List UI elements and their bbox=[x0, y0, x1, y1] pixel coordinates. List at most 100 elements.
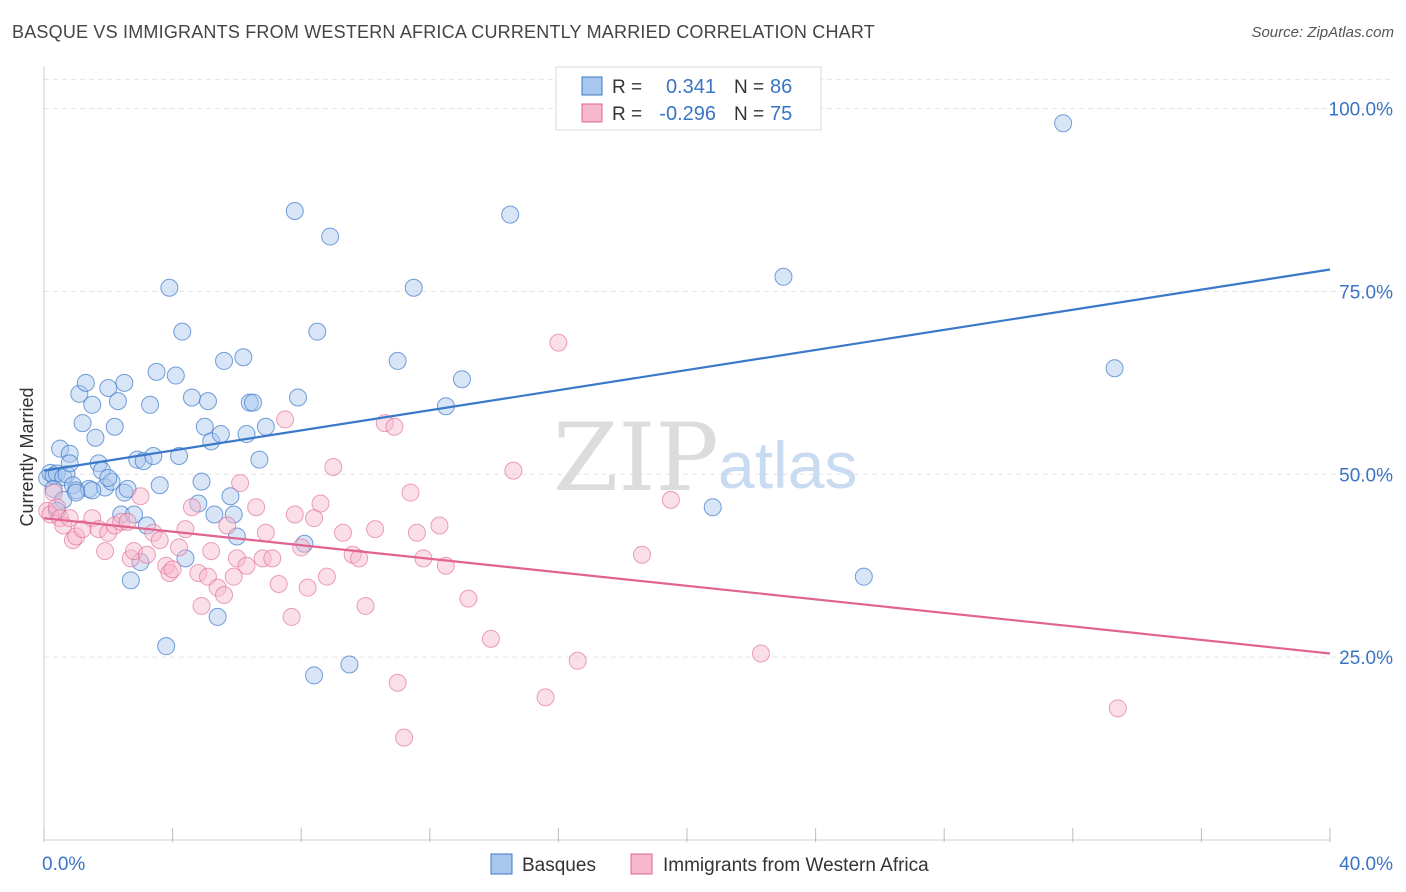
western-africa-trend-line bbox=[43, 517, 1331, 655]
basques-point bbox=[141, 395, 160, 414]
basques-point bbox=[234, 348, 253, 367]
basques-point bbox=[1105, 359, 1124, 378]
western-africa-point bbox=[549, 333, 568, 352]
western-africa-point bbox=[350, 549, 369, 568]
western-africa-point bbox=[632, 545, 651, 564]
series-legend: Basques Immigrants from Western Africa bbox=[490, 853, 929, 876]
basques-point bbox=[99, 468, 118, 487]
western-africa-point bbox=[160, 564, 179, 583]
western-africa-point bbox=[176, 520, 195, 539]
y-tick-label: 75.0% bbox=[1339, 282, 1393, 303]
r-label-basques: R = bbox=[612, 77, 642, 98]
western-africa-point bbox=[395, 728, 414, 747]
basques-point bbox=[305, 666, 324, 685]
stats-legend: R = 0.341 N = 86 R = -0.296 N = 75 bbox=[555, 66, 822, 131]
western-africa-point bbox=[208, 578, 227, 597]
watermark-atlas: atlas bbox=[718, 428, 857, 502]
western-africa-point bbox=[131, 487, 150, 506]
western-africa-point bbox=[292, 538, 311, 557]
western-africa-point bbox=[263, 549, 282, 568]
western-africa-point bbox=[237, 556, 256, 575]
western-africa-point bbox=[247, 498, 266, 517]
basques-point bbox=[105, 417, 124, 436]
basques-point bbox=[166, 366, 185, 385]
bottom-legend-swatch-western-africa bbox=[630, 853, 653, 875]
basques-point bbox=[501, 205, 520, 224]
basques-point bbox=[170, 447, 189, 465]
western-africa-point bbox=[317, 567, 336, 586]
basques-point bbox=[144, 447, 163, 465]
western-africa-point bbox=[215, 585, 234, 604]
basques-point bbox=[112, 505, 131, 524]
x-tick-label-min: 0.0% bbox=[42, 854, 85, 875]
western-africa-point bbox=[388, 673, 407, 692]
basques-point bbox=[83, 395, 102, 414]
western-africa-point bbox=[227, 549, 246, 568]
western-africa-point bbox=[256, 523, 275, 542]
basques-point bbox=[83, 481, 102, 500]
basques-point bbox=[215, 351, 234, 370]
basques-point bbox=[173, 322, 192, 341]
bottom-legend-label-western-africa: Immigrants from Western Africa bbox=[663, 855, 929, 876]
western-africa-point bbox=[430, 516, 449, 535]
basques-point bbox=[121, 571, 140, 590]
basques-point bbox=[160, 278, 179, 297]
basques-point bbox=[224, 505, 243, 524]
basques-point bbox=[221, 487, 240, 506]
western-africa-point bbox=[401, 483, 420, 502]
basques-point bbox=[250, 450, 269, 469]
n-value-western-africa: 75 bbox=[770, 103, 792, 125]
series-basques-points bbox=[38, 114, 1124, 685]
y-tick-label: 100.0% bbox=[1329, 100, 1394, 121]
western-africa-point bbox=[67, 527, 86, 546]
western-africa-point bbox=[536, 688, 555, 707]
basques-point bbox=[134, 452, 153, 471]
basques-point bbox=[340, 655, 359, 674]
y-tick-label: 50.0% bbox=[1339, 465, 1393, 486]
watermark: ZIP atlas bbox=[553, 404, 857, 513]
western-africa-point bbox=[504, 461, 523, 480]
basques-point bbox=[176, 549, 195, 568]
x-tick-label-max: 40.0% bbox=[1339, 854, 1393, 875]
basques-point bbox=[452, 370, 471, 389]
basques-point bbox=[211, 425, 230, 444]
r-value-basques: 0.341 bbox=[666, 76, 716, 98]
western-africa-point bbox=[324, 457, 343, 476]
western-africa-point bbox=[407, 523, 426, 542]
western-africa-point bbox=[356, 596, 375, 615]
trend-lines bbox=[43, 268, 1331, 655]
western-africa-point bbox=[163, 560, 182, 579]
r-label-western-africa: R = bbox=[612, 104, 642, 125]
basques-point bbox=[256, 417, 275, 436]
western-africa-point bbox=[285, 505, 304, 524]
western-africa-point bbox=[137, 545, 156, 564]
western-africa-point bbox=[298, 578, 317, 597]
western-africa-point bbox=[282, 607, 301, 626]
bottom-legend-label-basques: Basques bbox=[522, 855, 596, 876]
basques-point bbox=[854, 567, 873, 586]
basques-point bbox=[157, 637, 176, 656]
basques-point bbox=[131, 553, 150, 572]
n-value-basques: 86 bbox=[770, 76, 792, 98]
western-africa-point bbox=[218, 516, 237, 535]
western-africa-point bbox=[661, 490, 680, 509]
r-value-western-africa: -0.296 bbox=[659, 103, 716, 125]
western-africa-point bbox=[231, 474, 250, 493]
n-label-western-africa: N = bbox=[734, 104, 764, 125]
n-label-basques: N = bbox=[734, 77, 764, 98]
legend-swatch-western-africa bbox=[581, 103, 603, 123]
western-africa-point bbox=[269, 575, 288, 593]
western-africa-point bbox=[333, 523, 352, 542]
basques-point bbox=[51, 439, 70, 458]
basques-point bbox=[208, 607, 227, 626]
western-africa-point bbox=[202, 542, 221, 561]
basques-point bbox=[99, 378, 118, 397]
western-africa-point bbox=[366, 520, 385, 539]
western-africa-point bbox=[150, 531, 169, 550]
basques-point bbox=[182, 388, 201, 407]
basques-point bbox=[703, 498, 722, 517]
basques-point bbox=[67, 483, 86, 502]
western-africa-point bbox=[568, 651, 587, 670]
basques-point bbox=[73, 414, 92, 433]
western-africa-point bbox=[192, 596, 211, 615]
